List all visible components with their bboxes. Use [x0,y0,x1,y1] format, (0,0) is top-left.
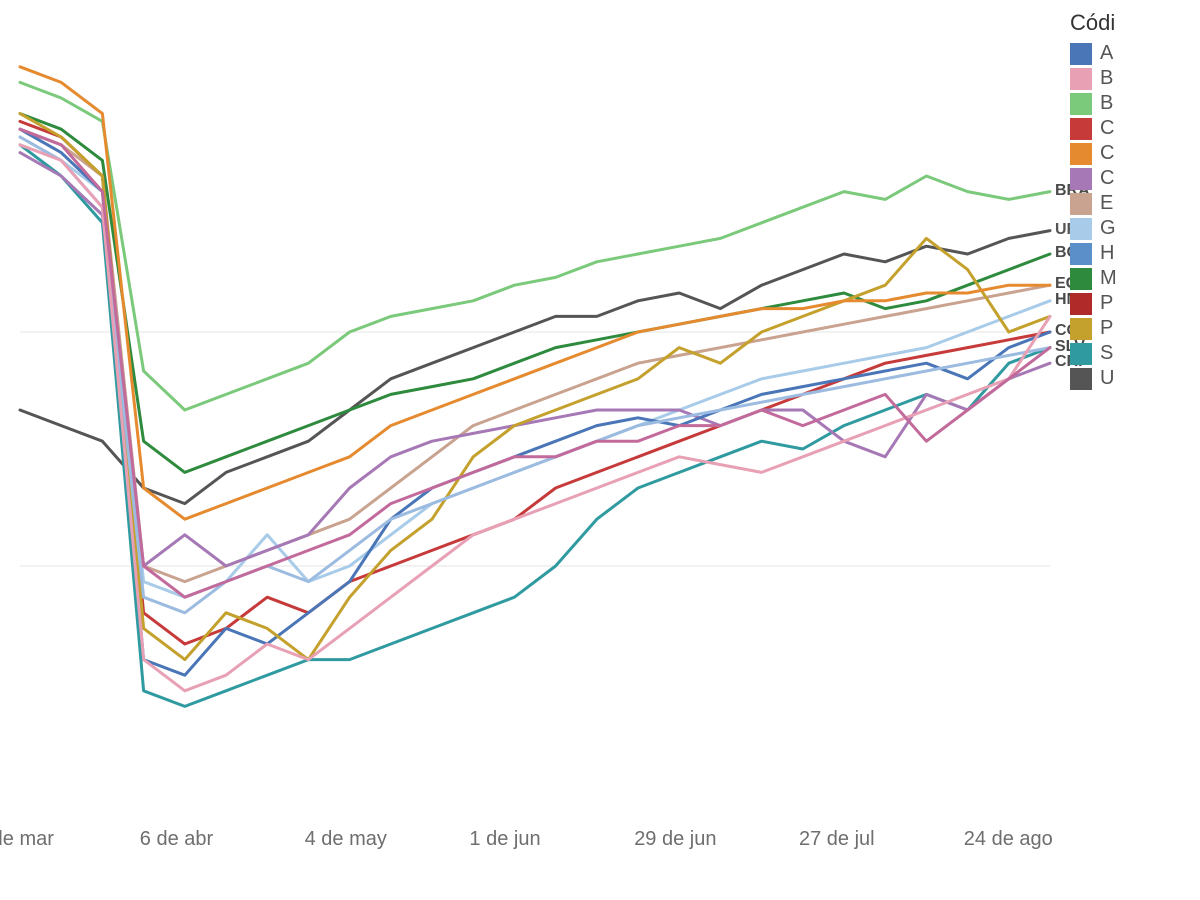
series-CHL [20,129,1050,597]
legend-swatch [1070,168,1092,190]
x-tick-label: 24 de ago [964,828,1053,851]
legend-item: A [1070,42,1200,65]
legend-label: B [1100,67,1113,90]
legend-item: H [1070,242,1200,265]
legend-item: P [1070,317,1200,340]
legend-item: G [1070,217,1200,240]
legend-item: B [1070,67,1200,90]
x-tick-label: 29 de jun [634,828,716,851]
legend-title: Códi [1070,10,1200,36]
legend-swatch [1070,343,1092,365]
legend-label: U [1100,367,1114,390]
legend-swatch [1070,93,1092,115]
legend-item: P [1070,292,1200,315]
legend-swatch [1070,118,1092,140]
legend-label: C [1100,167,1114,190]
x-tick-label: 6 de abr [140,828,213,851]
series-SLV [20,145,1050,707]
x-tick-label: 9 de mar [0,828,54,851]
legend-label: P [1100,317,1113,340]
legend-label: B [1100,92,1113,115]
legend-item: E [1070,192,1200,215]
x-tick-label: 4 de may [305,828,387,851]
legend-swatch [1070,193,1092,215]
series-HND [20,137,1050,597]
x-tick-label: 27 de jul [799,828,875,851]
legend-label: A [1100,42,1113,65]
legend-item: M [1070,267,1200,290]
legend-items: ABBCCCEGHMPPSU [1070,42,1200,390]
x-tick-label: 1 de jun [469,828,540,851]
line-chart [0,0,1200,900]
legend-label: C [1100,117,1114,140]
legend-swatch [1070,143,1092,165]
legend-swatch [1070,68,1092,90]
legend-label: M [1100,267,1117,290]
legend-item: B [1070,92,1200,115]
legend-item: U [1070,367,1200,390]
series-MEX [20,67,1050,519]
legend-item: C [1070,117,1200,140]
legend-item: S [1070,342,1200,365]
legend-swatch [1070,368,1092,390]
legend-label: H [1100,242,1114,265]
legend-label: P [1100,292,1113,315]
legend-label: C [1100,142,1114,165]
legend-item: C [1070,142,1200,165]
legend-label: E [1100,192,1113,215]
legend-swatch [1070,43,1092,65]
legend-swatch [1070,268,1092,290]
legend-item: C [1070,167,1200,190]
legend-label: G [1100,217,1116,240]
legend-label: S [1100,342,1113,365]
legend-swatch [1070,218,1092,240]
legend-swatch [1070,243,1092,265]
legend: Códi ABBCCCEGHMPPSU [1070,10,1200,392]
legend-swatch [1070,293,1092,315]
legend-swatch [1070,318,1092,340]
chart-container: 9 de mar 6 de abr 4 de may 1 de jun 29 de ju… [0,0,1200,900]
